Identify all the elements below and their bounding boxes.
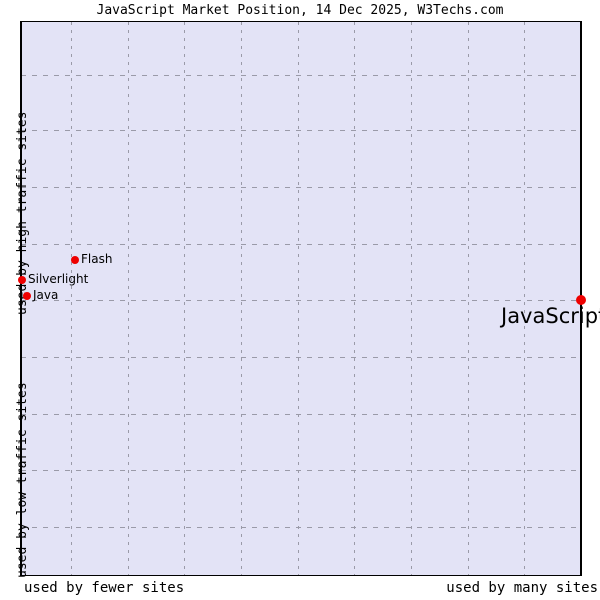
x-axis-label-fewer: used by fewer sites: [24, 580, 185, 596]
x-axis-label-many: used by many sites: [446, 580, 598, 596]
data-point-label: Java: [33, 288, 59, 302]
data-point-marker: [23, 292, 31, 300]
plot-area: [21, 22, 581, 575]
y-axis-label-low: used by low traffic sites: [15, 382, 30, 578]
data-point-label: JavaScript: [501, 304, 600, 328]
y-axis-line-left: [20, 21, 22, 576]
grid-lines: [21, 22, 581, 575]
data-point-marker: [18, 276, 26, 284]
data-point-label: Flash: [81, 252, 113, 266]
chart-title: JavaScript Market Position, 14 Dec 2025,…: [96, 3, 504, 18]
x-axis-line-bottom: [21, 575, 581, 576]
data-point-marker: [576, 295, 586, 305]
data-point-label: Silverlight: [28, 272, 89, 286]
data-point-marker: [71, 256, 79, 264]
plot-border-top: [21, 21, 581, 22]
